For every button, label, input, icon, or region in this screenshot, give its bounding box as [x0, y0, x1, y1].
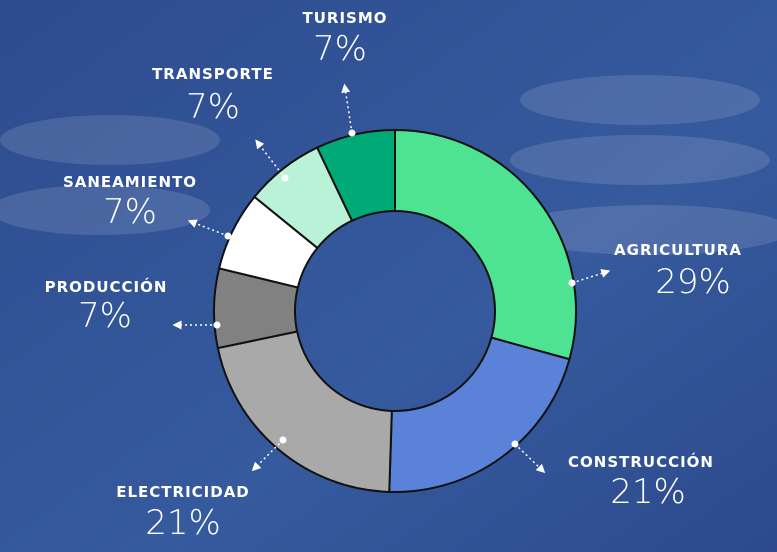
- leader-arrow: [187, 219, 229, 237]
- leader-arrow: [571, 269, 611, 284]
- coin-texture: [0, 75, 777, 255]
- category-label: CONSTRUCCIÓN: [568, 452, 714, 471]
- category-label: ELECTRICIDAD: [116, 483, 250, 501]
- leader-arrow: [251, 439, 284, 472]
- value-label: 21%: [610, 472, 686, 512]
- value-label: 7%: [186, 87, 240, 127]
- category-label: SANEAMIENTO: [63, 173, 197, 191]
- value-label: 29%: [655, 262, 731, 302]
- value-label: 7%: [103, 192, 157, 232]
- slice: [388, 336, 571, 493]
- value-label: 7%: [313, 29, 367, 69]
- value-label: 7%: [78, 296, 132, 336]
- category-label: PRODUCCIÓN: [45, 277, 168, 296]
- slice: [315, 128, 396, 223]
- slice: [216, 330, 393, 493]
- category-label: TURISMO: [302, 9, 387, 27]
- category-label: TRANSPORTE: [152, 65, 274, 83]
- leader-arrow: [514, 443, 546, 474]
- value-label: 21%: [145, 503, 221, 543]
- category-label: AGRICULTURA: [614, 241, 742, 259]
- leader-arrow: [255, 139, 286, 179]
- slice: [394, 128, 577, 361]
